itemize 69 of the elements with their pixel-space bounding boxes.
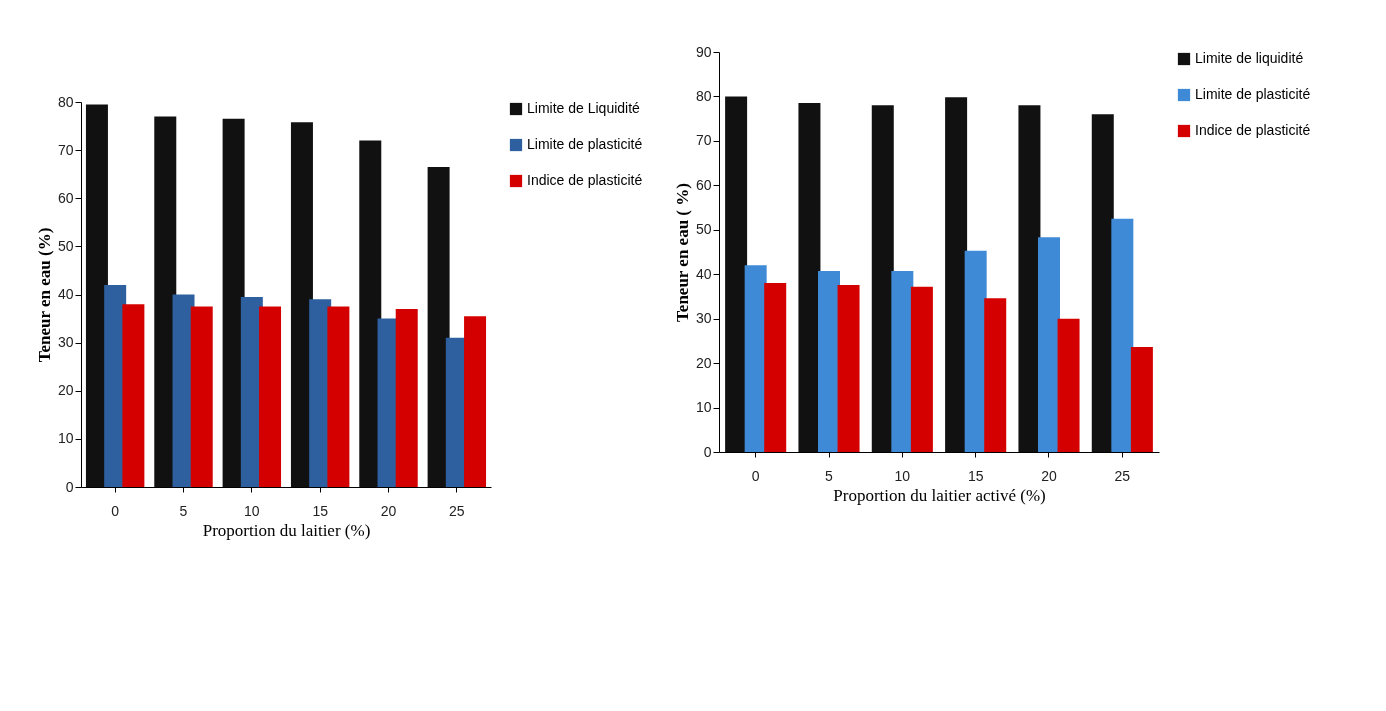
x-tick-label: 0: [751, 467, 760, 484]
y-tick-label: 70: [695, 132, 712, 149]
x-tick-label: 15: [967, 467, 984, 484]
x-tick-label: 15: [312, 502, 329, 519]
bar: [798, 103, 821, 452]
bar: [359, 140, 382, 487]
y-tick-label: 80: [695, 87, 712, 104]
y-tick-label: 10: [695, 399, 712, 416]
y-axis-title: Teneur en eau ( %): [672, 183, 692, 322]
bar: [464, 316, 487, 487]
x-tick-label: 10: [244, 502, 260, 519]
bar: [818, 271, 840, 452]
y-tick-label: 80: [57, 93, 74, 110]
y-tick-label: 40: [57, 286, 74, 302]
bar: [984, 298, 1007, 452]
bar: [1038, 237, 1060, 452]
bar: [290, 122, 313, 487]
legend-label: Limite de liquidité: [1195, 50, 1304, 66]
y-tick-label: 70: [57, 141, 74, 158]
x-tick-label: 5: [825, 467, 834, 484]
bar: [85, 104, 108, 487]
bar: [1130, 347, 1153, 452]
y-tick-label: 90: [695, 43, 712, 60]
legend-label: Limite de plasticité: [527, 136, 643, 152]
bar: [154, 116, 177, 487]
y-tick-label: 60: [695, 176, 712, 193]
y-tick-label: 20: [695, 354, 712, 371]
y-tick-label: 10: [57, 430, 74, 447]
bar: [837, 284, 860, 452]
x-axis-title: Proportion du laitier activé (%): [833, 485, 1046, 505]
bar: [1057, 318, 1080, 452]
y-tick-label: 40: [695, 265, 712, 282]
x-tick-label: 20: [1041, 467, 1057, 484]
bar: [725, 96, 748, 452]
bar: [1111, 218, 1134, 452]
x-axis-title: Proportion du laitier (%): [202, 520, 371, 540]
y-tick-label: 50: [695, 221, 712, 238]
legend-label: Limite de Liquidité: [527, 100, 641, 116]
legend-label: Limite de plasticité: [1195, 86, 1311, 102]
bar: [1091, 114, 1114, 452]
x-tick-label: 0: [111, 502, 120, 519]
bar: [259, 306, 282, 487]
bar: [327, 306, 350, 487]
x-tick-label: 25: [449, 502, 465, 519]
legend-label: Indice de plasticité: [527, 172, 643, 188]
x-tick-label: 20: [380, 502, 397, 519]
y-tick-label: 30: [57, 334, 74, 351]
bar: [427, 166, 450, 487]
bar: [891, 271, 914, 452]
y-tick-label: 20: [57, 382, 74, 399]
x-tick-label: 10: [894, 467, 911, 484]
x-tick-label: 25: [1114, 467, 1131, 484]
y-tick-label: 50: [57, 237, 74, 254]
x-tick-label: 5: [179, 502, 188, 519]
y-tick-label: 30: [695, 310, 712, 327]
legend-label: Indice de plasticité: [1195, 122, 1311, 138]
y-axis-title: Teneur en eau (%): [34, 227, 54, 363]
bar: [395, 308, 418, 487]
bar: [222, 118, 245, 487]
y-tick-label: 60: [57, 189, 74, 206]
bar: [945, 97, 968, 452]
y-tick-label: 0: [65, 478, 74, 495]
bar: [764, 283, 787, 452]
y-tick-label: 0: [703, 443, 712, 460]
bar: [122, 304, 145, 487]
bar: [910, 286, 933, 452]
bar: [871, 105, 894, 452]
bar: [190, 306, 213, 487]
bar: [1018, 105, 1041, 452]
